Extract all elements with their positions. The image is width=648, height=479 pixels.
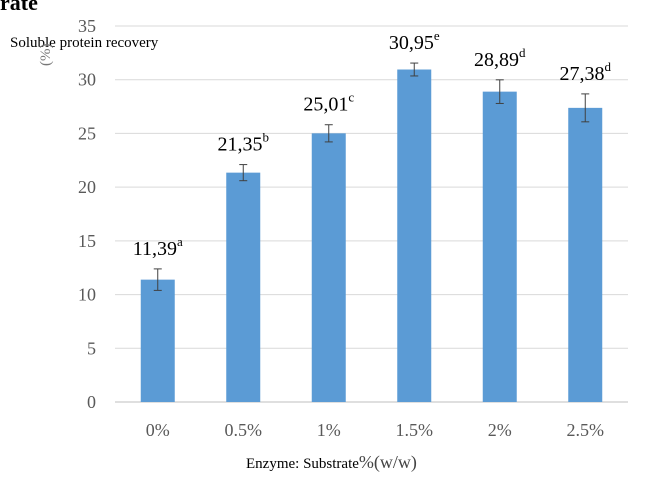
bar xyxy=(311,133,346,402)
x-tick-label: 1.5% xyxy=(396,420,434,440)
x-tick-label: 2% xyxy=(488,420,512,440)
x-tick-label: 0% xyxy=(146,420,170,440)
x-axis-label-suffix: %(w/w) xyxy=(358,452,417,472)
data-label: 11,39a xyxy=(133,234,183,260)
data-label: 30,95e xyxy=(389,28,440,54)
data-label: 27,38d xyxy=(560,59,612,85)
cropped-header-fragment: rate xyxy=(0,0,38,15)
y-tick-label: 20 xyxy=(78,177,96,197)
y-tick-label: 15 xyxy=(78,231,96,251)
bar xyxy=(397,69,432,402)
bar xyxy=(568,107,603,403)
bar xyxy=(226,172,261,402)
y-tick-label: 30 xyxy=(78,70,96,90)
y-tick-label: 35 xyxy=(78,16,96,36)
y-tick-label: 25 xyxy=(78,123,96,143)
y-axis-label: Soluble protein recovery xyxy=(10,35,159,51)
bar xyxy=(482,91,517,402)
y-tick-label: 0 xyxy=(87,392,96,412)
y-tick-label: 5 xyxy=(87,338,96,358)
x-tick-label: 2.5% xyxy=(567,420,605,440)
y-tick-label: 10 xyxy=(78,285,96,305)
data-label: 28,89d xyxy=(474,45,526,71)
x-axis-label-prefix: Enzyme: Substrate xyxy=(246,456,359,472)
x-tick-label: 0.5% xyxy=(225,420,263,440)
data-label: 25,01c xyxy=(303,90,354,116)
x-axis-label: Enzyme: Substrate%(w/w) xyxy=(246,452,417,473)
bar xyxy=(140,279,175,402)
data-label: 21,35b xyxy=(218,130,270,156)
x-tick-label: 1% xyxy=(317,420,341,440)
